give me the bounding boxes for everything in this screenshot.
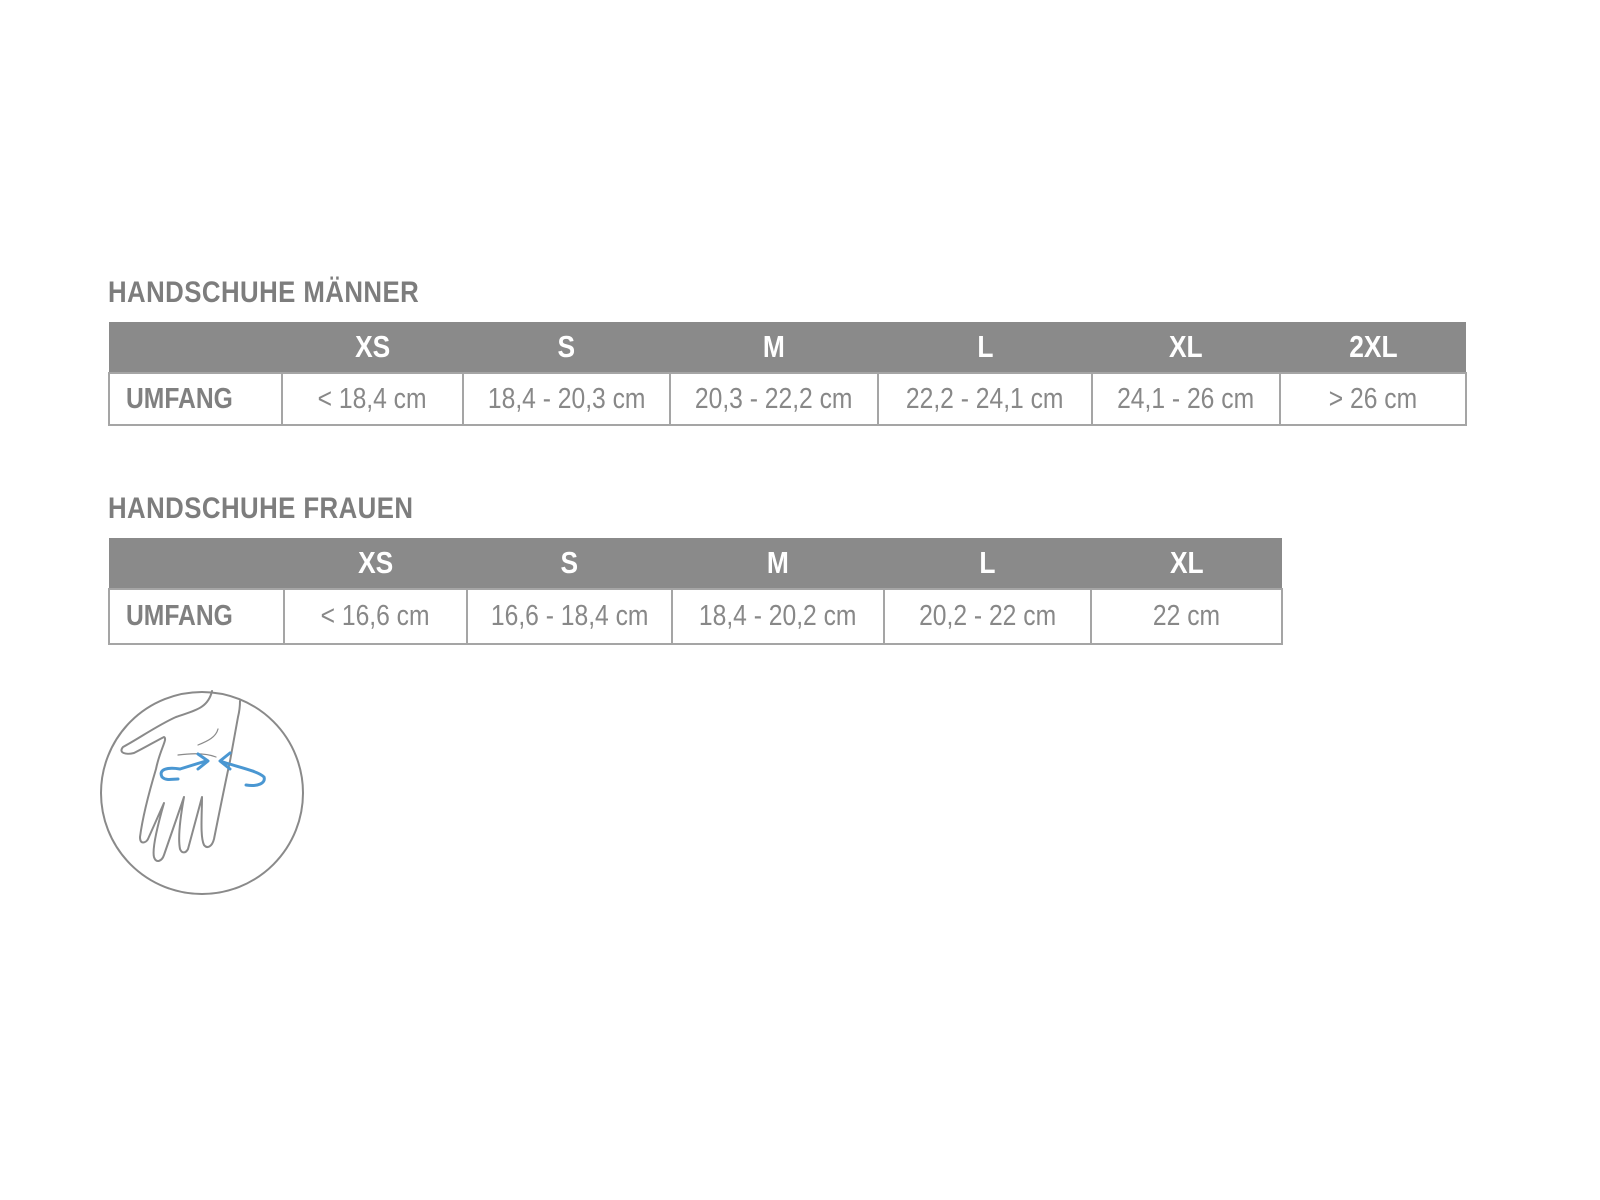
hand-wrist-measure-icon xyxy=(100,690,304,895)
women-size-table: XS S M L XL UMFANG < 16,6 cm 16,6 - 18,4… xyxy=(108,538,1283,645)
table-cell: > 26 cm xyxy=(1279,372,1467,426)
table-cell: < 18,4 cm xyxy=(281,372,464,426)
table-cell: 24,1 - 26 cm xyxy=(1091,372,1281,426)
table-cell: 16,6 - 18,4 cm xyxy=(466,588,673,645)
table-cell: 18,4 - 20,2 cm xyxy=(671,588,885,645)
header-empty xyxy=(109,322,282,373)
table-row: UMFANG < 16,6 cm 16,6 - 18,4 cm 18,4 - 2… xyxy=(108,588,1283,645)
table-cell: 22 cm xyxy=(1090,588,1283,645)
men-title: HANDSCHUHE MÄNNER xyxy=(108,276,420,309)
table-header-row: XS S M L XL xyxy=(109,538,1282,589)
size-header: M xyxy=(672,538,884,589)
size-header: S xyxy=(467,538,672,589)
header-empty xyxy=(109,538,284,589)
size-header: L xyxy=(878,322,1092,373)
men-size-table: XS S M L XL 2XL UMFANG < 18,4 cm 18,4 - … xyxy=(108,322,1467,426)
size-header: XL xyxy=(1091,538,1282,589)
women-title: HANDSCHUHE FRAUEN xyxy=(108,492,414,525)
size-header: XS xyxy=(284,538,467,589)
table-header-row: XS S M L XL 2XL xyxy=(109,322,1466,373)
table-cell: 20,2 - 22 cm xyxy=(883,588,1092,645)
size-header: S xyxy=(463,322,670,373)
size-header: XL xyxy=(1092,322,1280,373)
size-header: XS xyxy=(282,322,463,373)
table-cell: 20,3 - 22,2 cm xyxy=(669,372,879,426)
size-header: M xyxy=(670,322,878,373)
row-label: UMFANG xyxy=(108,588,285,645)
table-cell: < 16,6 cm xyxy=(283,588,468,645)
table-cell: 22,2 - 24,1 cm xyxy=(877,372,1093,426)
size-header: 2XL xyxy=(1280,322,1466,373)
table-row: UMFANG < 18,4 cm 18,4 - 20,3 cm 20,3 - 2… xyxy=(108,372,1467,426)
row-label: UMFANG xyxy=(108,372,283,426)
size-header: L xyxy=(884,538,1091,589)
table-cell: 18,4 - 20,3 cm xyxy=(462,372,671,426)
